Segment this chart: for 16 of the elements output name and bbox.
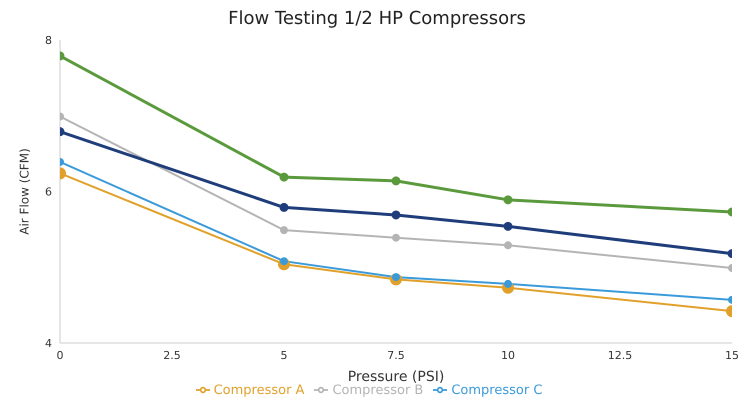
y-axis-title: Air Flow (CFM) <box>17 148 32 235</box>
x-tick-label: 0 <box>56 348 64 362</box>
x-tick-label: 12.5 <box>608 348 632 362</box>
x-tick-label: 5 <box>280 348 288 362</box>
legend-label: Compressor B <box>332 383 424 398</box>
x-tick-label: 7.5 <box>387 348 405 362</box>
y-tick-label: 4 <box>45 336 52 350</box>
legend-label: Compressor A <box>214 383 304 398</box>
chart-title: Flow Testing 1/2 HP Compressors <box>227 8 527 31</box>
x-tick-label: 15 <box>725 348 739 362</box>
legend-label: Compressor C <box>451 383 542 398</box>
y-tick-label: 6 <box>45 185 52 198</box>
x-axis-title: Pressure (PSI) <box>348 369 444 385</box>
x-tick-label: 10 <box>501 348 515 362</box>
x-tick-label: 2.5 <box>163 348 181 362</box>
y-tick-label: 8 <box>45 34 52 47</box>
